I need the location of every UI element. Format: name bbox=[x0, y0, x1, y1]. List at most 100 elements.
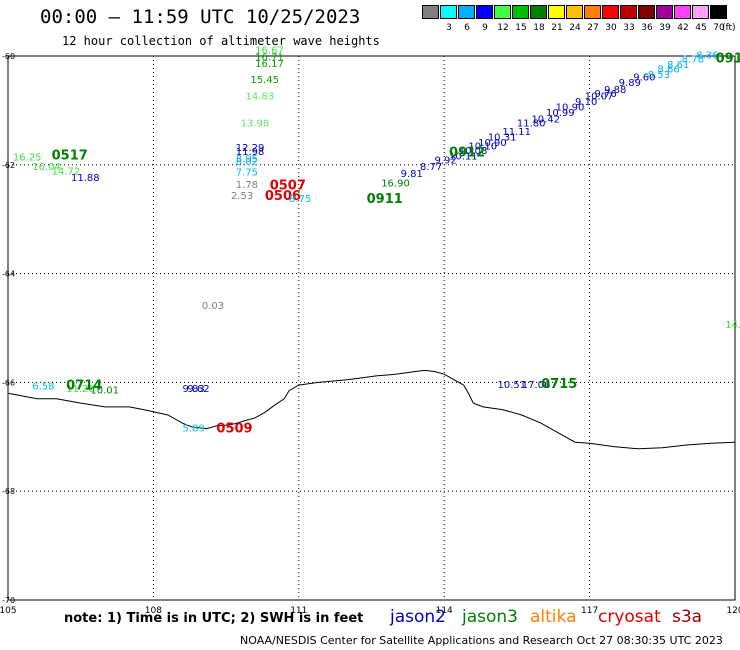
wave-height-label: 0.03 bbox=[202, 301, 224, 312]
wave-height-label: 10.07 bbox=[585, 92, 614, 103]
wave-height-label: 10.90 bbox=[478, 138, 507, 149]
wave-height-label: 16.04 bbox=[32, 162, 61, 173]
wave-height-label: 8.61 bbox=[667, 60, 689, 71]
chart-title: 00:00 – 11:59 UTC 10/25/2023 bbox=[40, 6, 361, 28]
wave-height-label: 13.98 bbox=[241, 119, 270, 130]
wave-height-label: 16.17 bbox=[255, 59, 284, 70]
wave-height-label: 14.83 bbox=[245, 92, 274, 103]
legend-label: 27 bbox=[587, 23, 599, 33]
chart-subtitle: 12 hour collection of altimeter wave hei… bbox=[62, 34, 380, 48]
satellite-jason2: jason2 bbox=[390, 607, 446, 627]
plot-frame bbox=[7, 55, 736, 601]
legend-swatch bbox=[422, 5, 439, 19]
wave-height-label: 9.10 bbox=[575, 97, 597, 108]
legend-label: 45 bbox=[695, 23, 707, 33]
wave-height-label: 16.90 bbox=[381, 179, 410, 190]
legend-swatch bbox=[692, 5, 709, 19]
wave-height-label: 11.11 bbox=[502, 127, 531, 138]
legend-label: 18 bbox=[533, 23, 545, 33]
wave-height-label: 9.60 bbox=[633, 72, 655, 83]
legend-swatch bbox=[512, 5, 529, 19]
wave-height-label: 9.81 bbox=[401, 169, 423, 180]
legend-swatch bbox=[602, 5, 619, 19]
satellite-cryosat: cryosat bbox=[598, 607, 661, 627]
legend-swatch bbox=[620, 5, 637, 19]
legend-label: 21 bbox=[551, 23, 563, 33]
legend-label: 24 bbox=[569, 23, 581, 33]
satellite-s3a: s3a bbox=[672, 607, 703, 627]
legend-label: 15 bbox=[515, 23, 527, 33]
legend-label: 70 bbox=[713, 23, 725, 33]
wave-height-label: 9.92 bbox=[435, 156, 457, 167]
legend-swatch bbox=[548, 5, 565, 19]
y-tick-label: -60 bbox=[2, 52, 15, 61]
wave-height-label: 10.90 bbox=[556, 102, 585, 113]
wave-height-label: 9.89 bbox=[619, 78, 641, 89]
pass-time-label: 0912 bbox=[449, 146, 485, 161]
wave-height-label: 16.67 bbox=[255, 45, 284, 56]
satellite-altika: altika bbox=[530, 607, 577, 627]
coastline bbox=[7, 369, 736, 450]
wave-height-label: 17.06 bbox=[522, 380, 551, 391]
x-tick-label: 105 bbox=[0, 606, 17, 616]
legend-swatch bbox=[494, 5, 511, 19]
y-tick-label: -64 bbox=[2, 270, 15, 279]
wave-height-label: 10.42 bbox=[531, 114, 560, 125]
wave-height-label: 10.10 bbox=[468, 142, 497, 153]
wave-height-label: 10.08 bbox=[459, 146, 488, 157]
y-tick-label: -66 bbox=[2, 378, 15, 387]
legend-label: 3 bbox=[446, 23, 452, 33]
pass-time-label: 0509 bbox=[216, 421, 252, 436]
wave-height-label: 9.83 bbox=[182, 384, 204, 395]
wave-height-label: 8.36 bbox=[696, 51, 718, 62]
legend-label: 33 bbox=[623, 23, 635, 33]
legend-swatch bbox=[584, 5, 601, 19]
legend-unit: (ft) bbox=[722, 23, 736, 33]
pass-time-label: 0506 bbox=[265, 189, 301, 204]
legend-swatch bbox=[656, 5, 673, 19]
legend-label: 30 bbox=[605, 23, 617, 33]
satellite-jason3: jason3 bbox=[462, 607, 518, 627]
footer-note: note: 1) Time is in UTC; 2) SWH is in fe… bbox=[64, 611, 364, 626]
wave-height-label: 16.71 bbox=[255, 52, 284, 63]
wave-height-label: 8.66 bbox=[657, 64, 679, 75]
wave-height-label: 1.78 bbox=[236, 180, 258, 191]
wave-height-label: 8.77 bbox=[420, 162, 442, 173]
wave-height-label: 11.20 bbox=[66, 384, 95, 395]
wave-height-label: 9.76 bbox=[594, 89, 616, 100]
legend-label: 12 bbox=[497, 23, 509, 33]
wave-height-label: 10.01 bbox=[90, 385, 119, 396]
wave-height-label: 8.75 bbox=[289, 194, 311, 205]
wave-height-label: 8.53 bbox=[648, 70, 670, 81]
wave-height-label: 8.78 bbox=[682, 55, 704, 66]
legend-label: 42 bbox=[677, 23, 689, 33]
wave-height-label: 10.11 bbox=[449, 151, 478, 162]
wave-height-label: 10.31 bbox=[488, 132, 517, 143]
x-tick-label: 120 bbox=[726, 606, 740, 616]
wave-height-label: 14.13 bbox=[725, 320, 740, 331]
legend-swatch bbox=[638, 5, 655, 19]
legend-label: 6 bbox=[464, 23, 470, 33]
x-tick-label: 111 bbox=[290, 606, 307, 616]
pass-time-label: 0714 bbox=[66, 378, 102, 393]
y-tick-label: -62 bbox=[2, 161, 15, 170]
wave-height-label: 11.98 bbox=[236, 147, 265, 158]
x-tick-label: 114 bbox=[436, 606, 453, 616]
pass-time-label: 0911 bbox=[367, 192, 403, 207]
wave-height-label: 2.53 bbox=[231, 191, 253, 202]
wave-height-label: 14.72 bbox=[52, 167, 81, 178]
pass-time-label: 0715 bbox=[541, 377, 577, 392]
wave-height-label: 8.02 bbox=[236, 157, 258, 168]
legend-swatch bbox=[440, 5, 457, 19]
wave-height-label: 15.45 bbox=[250, 75, 279, 86]
wave-height-label: 9.62 bbox=[187, 384, 209, 395]
x-tick-label: 108 bbox=[145, 606, 162, 616]
legend-swatch bbox=[458, 5, 475, 19]
legend-swatch bbox=[530, 5, 547, 19]
legend-label: 39 bbox=[659, 23, 671, 33]
x-tick-label: 117 bbox=[581, 606, 598, 616]
wave-height-label: 16.25 bbox=[13, 152, 42, 163]
wave-height-label: 7.75 bbox=[236, 168, 258, 179]
